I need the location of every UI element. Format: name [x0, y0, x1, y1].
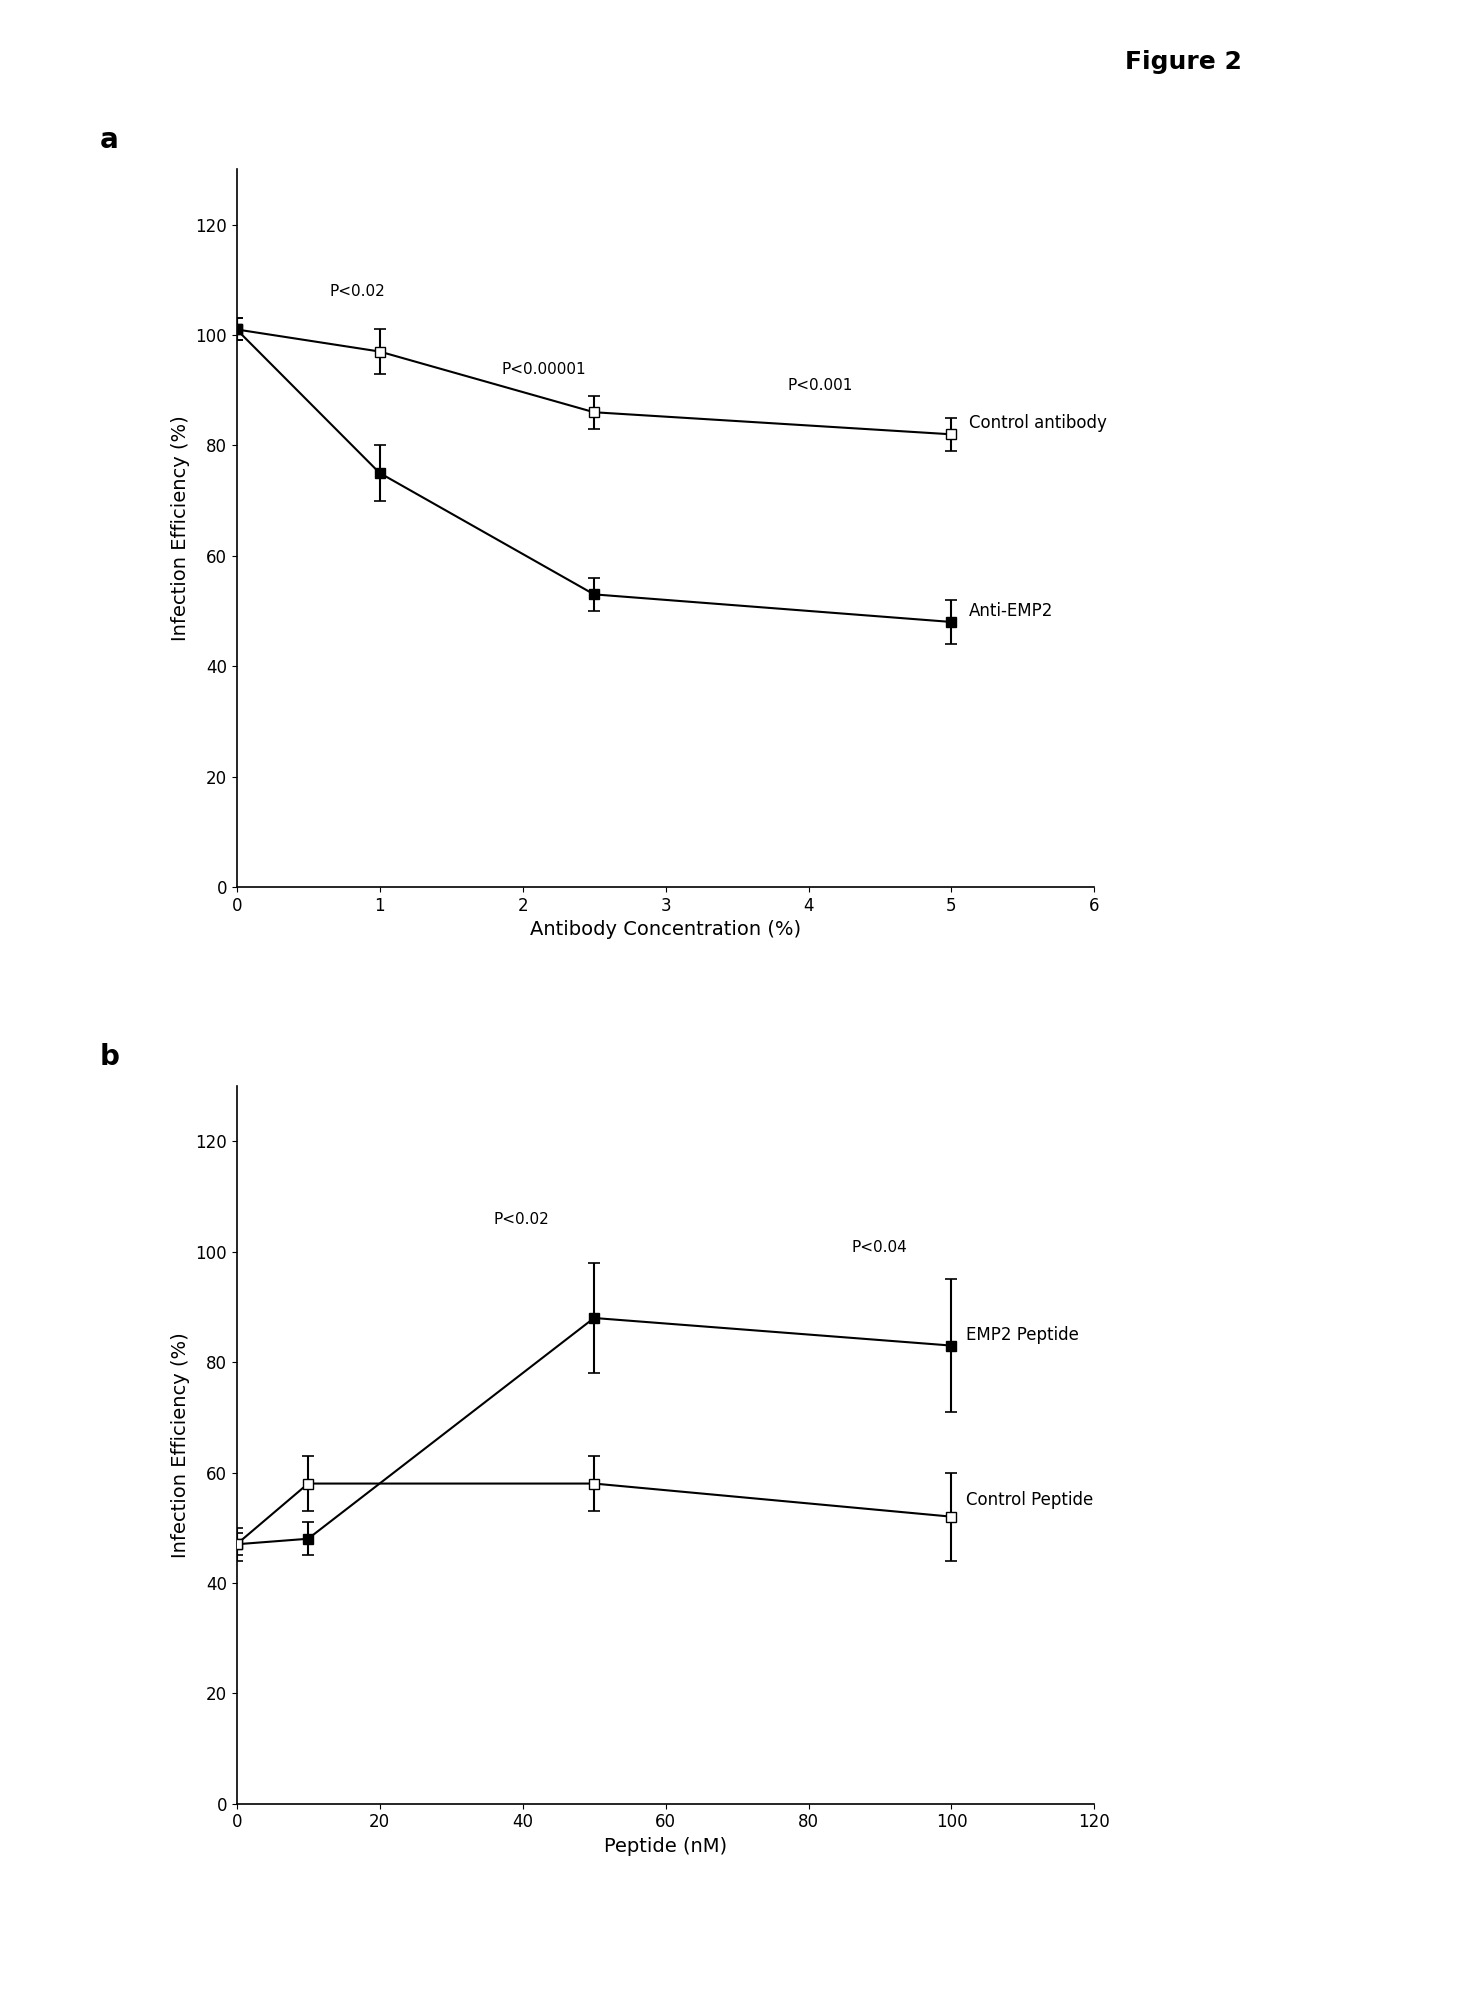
- Text: P<0.001: P<0.001: [787, 379, 852, 393]
- Text: b: b: [99, 1042, 120, 1070]
- Text: P<0.00001: P<0.00001: [501, 361, 586, 377]
- Text: Figure 2: Figure 2: [1124, 50, 1242, 74]
- X-axis label: Peptide (nM): Peptide (nM): [603, 1838, 728, 1855]
- X-axis label: Antibody Concentration (%): Antibody Concentration (%): [529, 921, 802, 939]
- Text: P<0.02: P<0.02: [494, 1212, 550, 1228]
- Y-axis label: Infection Efficiency (%): Infection Efficiency (%): [170, 1331, 189, 1559]
- Text: EMP2 Peptide: EMP2 Peptide: [966, 1325, 1078, 1343]
- Text: P<0.02: P<0.02: [330, 285, 386, 299]
- Y-axis label: Infection Efficiency (%): Infection Efficiency (%): [170, 415, 189, 642]
- Text: Control antibody: Control antibody: [969, 415, 1106, 432]
- Text: Control Peptide: Control Peptide: [966, 1491, 1093, 1509]
- Text: Anti-EMP2: Anti-EMP2: [969, 602, 1053, 620]
- Text: a: a: [99, 126, 118, 153]
- Text: P<0.04: P<0.04: [852, 1240, 907, 1256]
